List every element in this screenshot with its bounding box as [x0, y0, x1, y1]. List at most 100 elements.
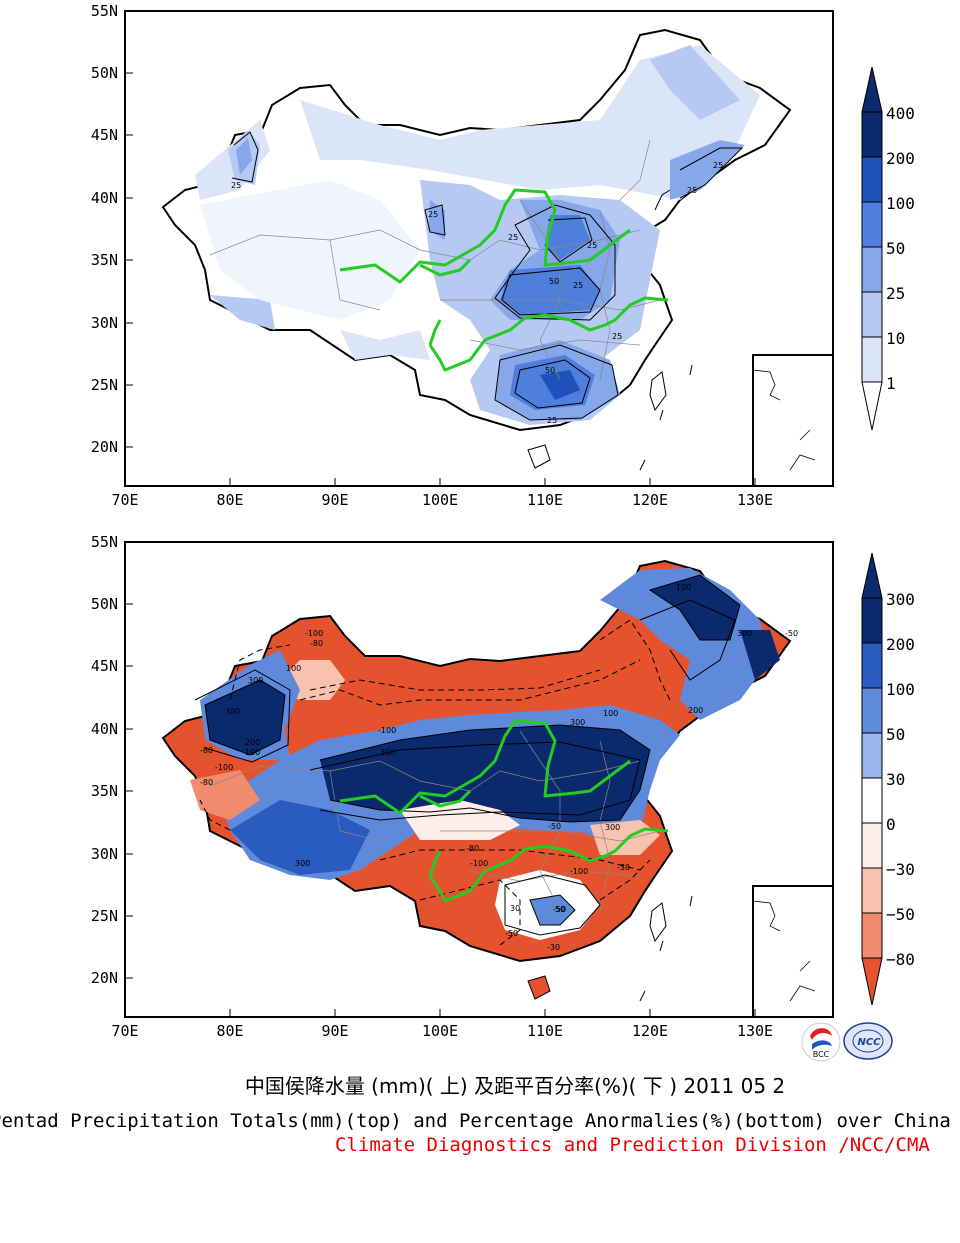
lat-label: 20N [91, 969, 118, 987]
lat-label: 45N [91, 657, 118, 675]
top-contours [231, 131, 744, 421]
lon-label: 110E [527, 1022, 563, 1040]
bottom-contour-label: 100 [603, 709, 618, 718]
lat-label: 45N [91, 126, 118, 144]
lat-label: 35N [91, 782, 118, 800]
colorbar-label: 25 [886, 284, 905, 303]
top-colorbar [861, 66, 883, 431]
top-lat-ticks [125, 10, 133, 448]
bottom-contour-label: 300 [605, 823, 620, 832]
colorbar-label: 100 [886, 194, 915, 213]
top-lon-ticks [124, 478, 756, 486]
bottom-contour-label: 200 [245, 738, 260, 747]
top-map-frame [124, 10, 834, 487]
bottom-coast-islands [527, 895, 693, 1002]
colorbar-label: 1 [886, 374, 896, 393]
lat-label: 50N [91, 64, 118, 82]
bottom-lat-labels: 55N 50N 45N 40N 35N 30N 25N 20N [91, 533, 118, 987]
colorbar-label: 400 [886, 104, 915, 123]
bottom-contour-label: 300 [737, 629, 752, 638]
colorbar-label: −30 [886, 860, 915, 879]
bottom-contours [194, 574, 741, 936]
colorbar-label: 50 [886, 239, 905, 258]
bottom-colorbar [861, 552, 883, 1006]
lon-label: 100E [422, 491, 458, 509]
bottom-contour-label: -100 [570, 867, 588, 876]
top-precip-map: 25 25 25 25 50 50 25 25 25 25 25 55N 50N… [91, 2, 915, 509]
bottom-rivers [339, 719, 669, 903]
bottom-contour-label: 200 [688, 706, 703, 715]
top-province-borders [209, 139, 661, 381]
bcc-logo: BCC [801, 1022, 841, 1062]
lon-label: 120E [632, 491, 668, 509]
bottom-contour-label: 50 [555, 905, 565, 914]
bottom-contour-label: 300 [380, 748, 395, 757]
lat-label: 40N [91, 720, 118, 738]
bottom-contour-label: 300 [295, 859, 310, 868]
colorbar-label: 30 [886, 770, 905, 789]
bottom-contour-label: -80 [200, 746, 213, 755]
colorbar-label: 300 [886, 590, 915, 609]
colorbar-label: 200 [886, 635, 915, 654]
bottom-contour-label: 100 [676, 583, 691, 592]
bottom-contour-label: -100 [378, 726, 396, 735]
top-contour-label: 25 [573, 281, 583, 290]
top-rivers [339, 188, 669, 372]
bottom-contour-label: 300 [570, 718, 585, 727]
lon-label: 130E [737, 1022, 773, 1040]
top-contour-label: 50 [545, 366, 555, 375]
bottom-contour-label: 30 [510, 904, 520, 913]
bcc-logo-text: BCC [813, 1050, 830, 1059]
colorbar-label: 50 [886, 725, 905, 744]
bottom-contour-label: -30 [547, 943, 560, 952]
bottom-contour-label: 300 [225, 707, 240, 716]
bottom-contour-label: -50 [505, 929, 518, 938]
bottom-map-frame [124, 541, 834, 1018]
lat-label: 40N [91, 189, 118, 207]
ncc-logo-text: NCC [857, 1037, 881, 1048]
bottom-lon-labels: 70E 80E 90E 100E 110E 120E 130E [111, 1022, 773, 1040]
lat-label: 30N [91, 314, 118, 332]
top-precip-shading [195, 45, 760, 425]
lon-label: 120E [632, 1022, 668, 1040]
top-contour-label: 25 [687, 186, 697, 195]
bottom-dashed-contours [199, 619, 671, 946]
bottom-contour-label: -30 [617, 863, 630, 872]
lat-label: 55N [91, 2, 118, 20]
lat-label: 55N [91, 533, 118, 551]
top-lat-labels: 55N 50N 45N 40N 35N 30N 25N 20N [91, 2, 118, 456]
top-coast-islands [527, 189, 693, 471]
lat-label: 25N [91, 907, 118, 925]
top-contour-label: 25 [231, 181, 241, 190]
bottom-colorbar-labels: 300 200 100 50 30 0 −30 −50 −80 [886, 590, 915, 969]
lat-label: 50N [91, 595, 118, 613]
bottom-contour-label: -80 [200, 778, 213, 787]
top-contour-label: 25 [713, 161, 723, 170]
bottom-contour-label: -80 [466, 844, 479, 853]
colorbar-label: 100 [886, 680, 915, 699]
bottom-lat-ticks [125, 541, 133, 979]
colorbar-label: 0 [886, 815, 896, 834]
top-contour-label: 50 [549, 277, 559, 286]
bottom-contour-label: -100 [215, 763, 233, 772]
bottom-contour-label: -80 [310, 639, 323, 648]
top-contour-labels: 25 25 25 25 50 50 25 25 25 25 25 [231, 161, 723, 425]
colorbar-label: −50 [886, 905, 915, 924]
english-title: Pentad Precipitation Totals(mm)(top) and… [0, 1110, 951, 1132]
chinese-title: 中国侯降水量 (mm)( 上) 及距平百分率(%)( 下 ) 2011 05 2 [244, 1074, 786, 1098]
bottom-contour-labels: -100 -80 100 300 300 200 100 -100 -80 30… [200, 583, 798, 952]
top-colorbar-labels: 400 200 100 50 25 10 1 [886, 104, 915, 393]
lat-label: 20N [91, 438, 118, 456]
top-contour-label: 25 [508, 233, 518, 242]
top-contour-label: 25 [612, 332, 622, 341]
bottom-anomaly-map: -100 -80 100 300 300 200 100 -100 -80 30… [91, 533, 915, 1040]
colorbar-label: −80 [886, 950, 915, 969]
bottom-contour-label: -50 [785, 629, 798, 638]
colorbar-label: 10 [886, 329, 905, 348]
top-contour-label: 25 [428, 210, 438, 219]
lon-label: 130E [737, 491, 773, 509]
bottom-contour-label: -50 [553, 905, 566, 914]
colorbar-label: 200 [886, 149, 915, 168]
lat-label: 35N [91, 251, 118, 269]
